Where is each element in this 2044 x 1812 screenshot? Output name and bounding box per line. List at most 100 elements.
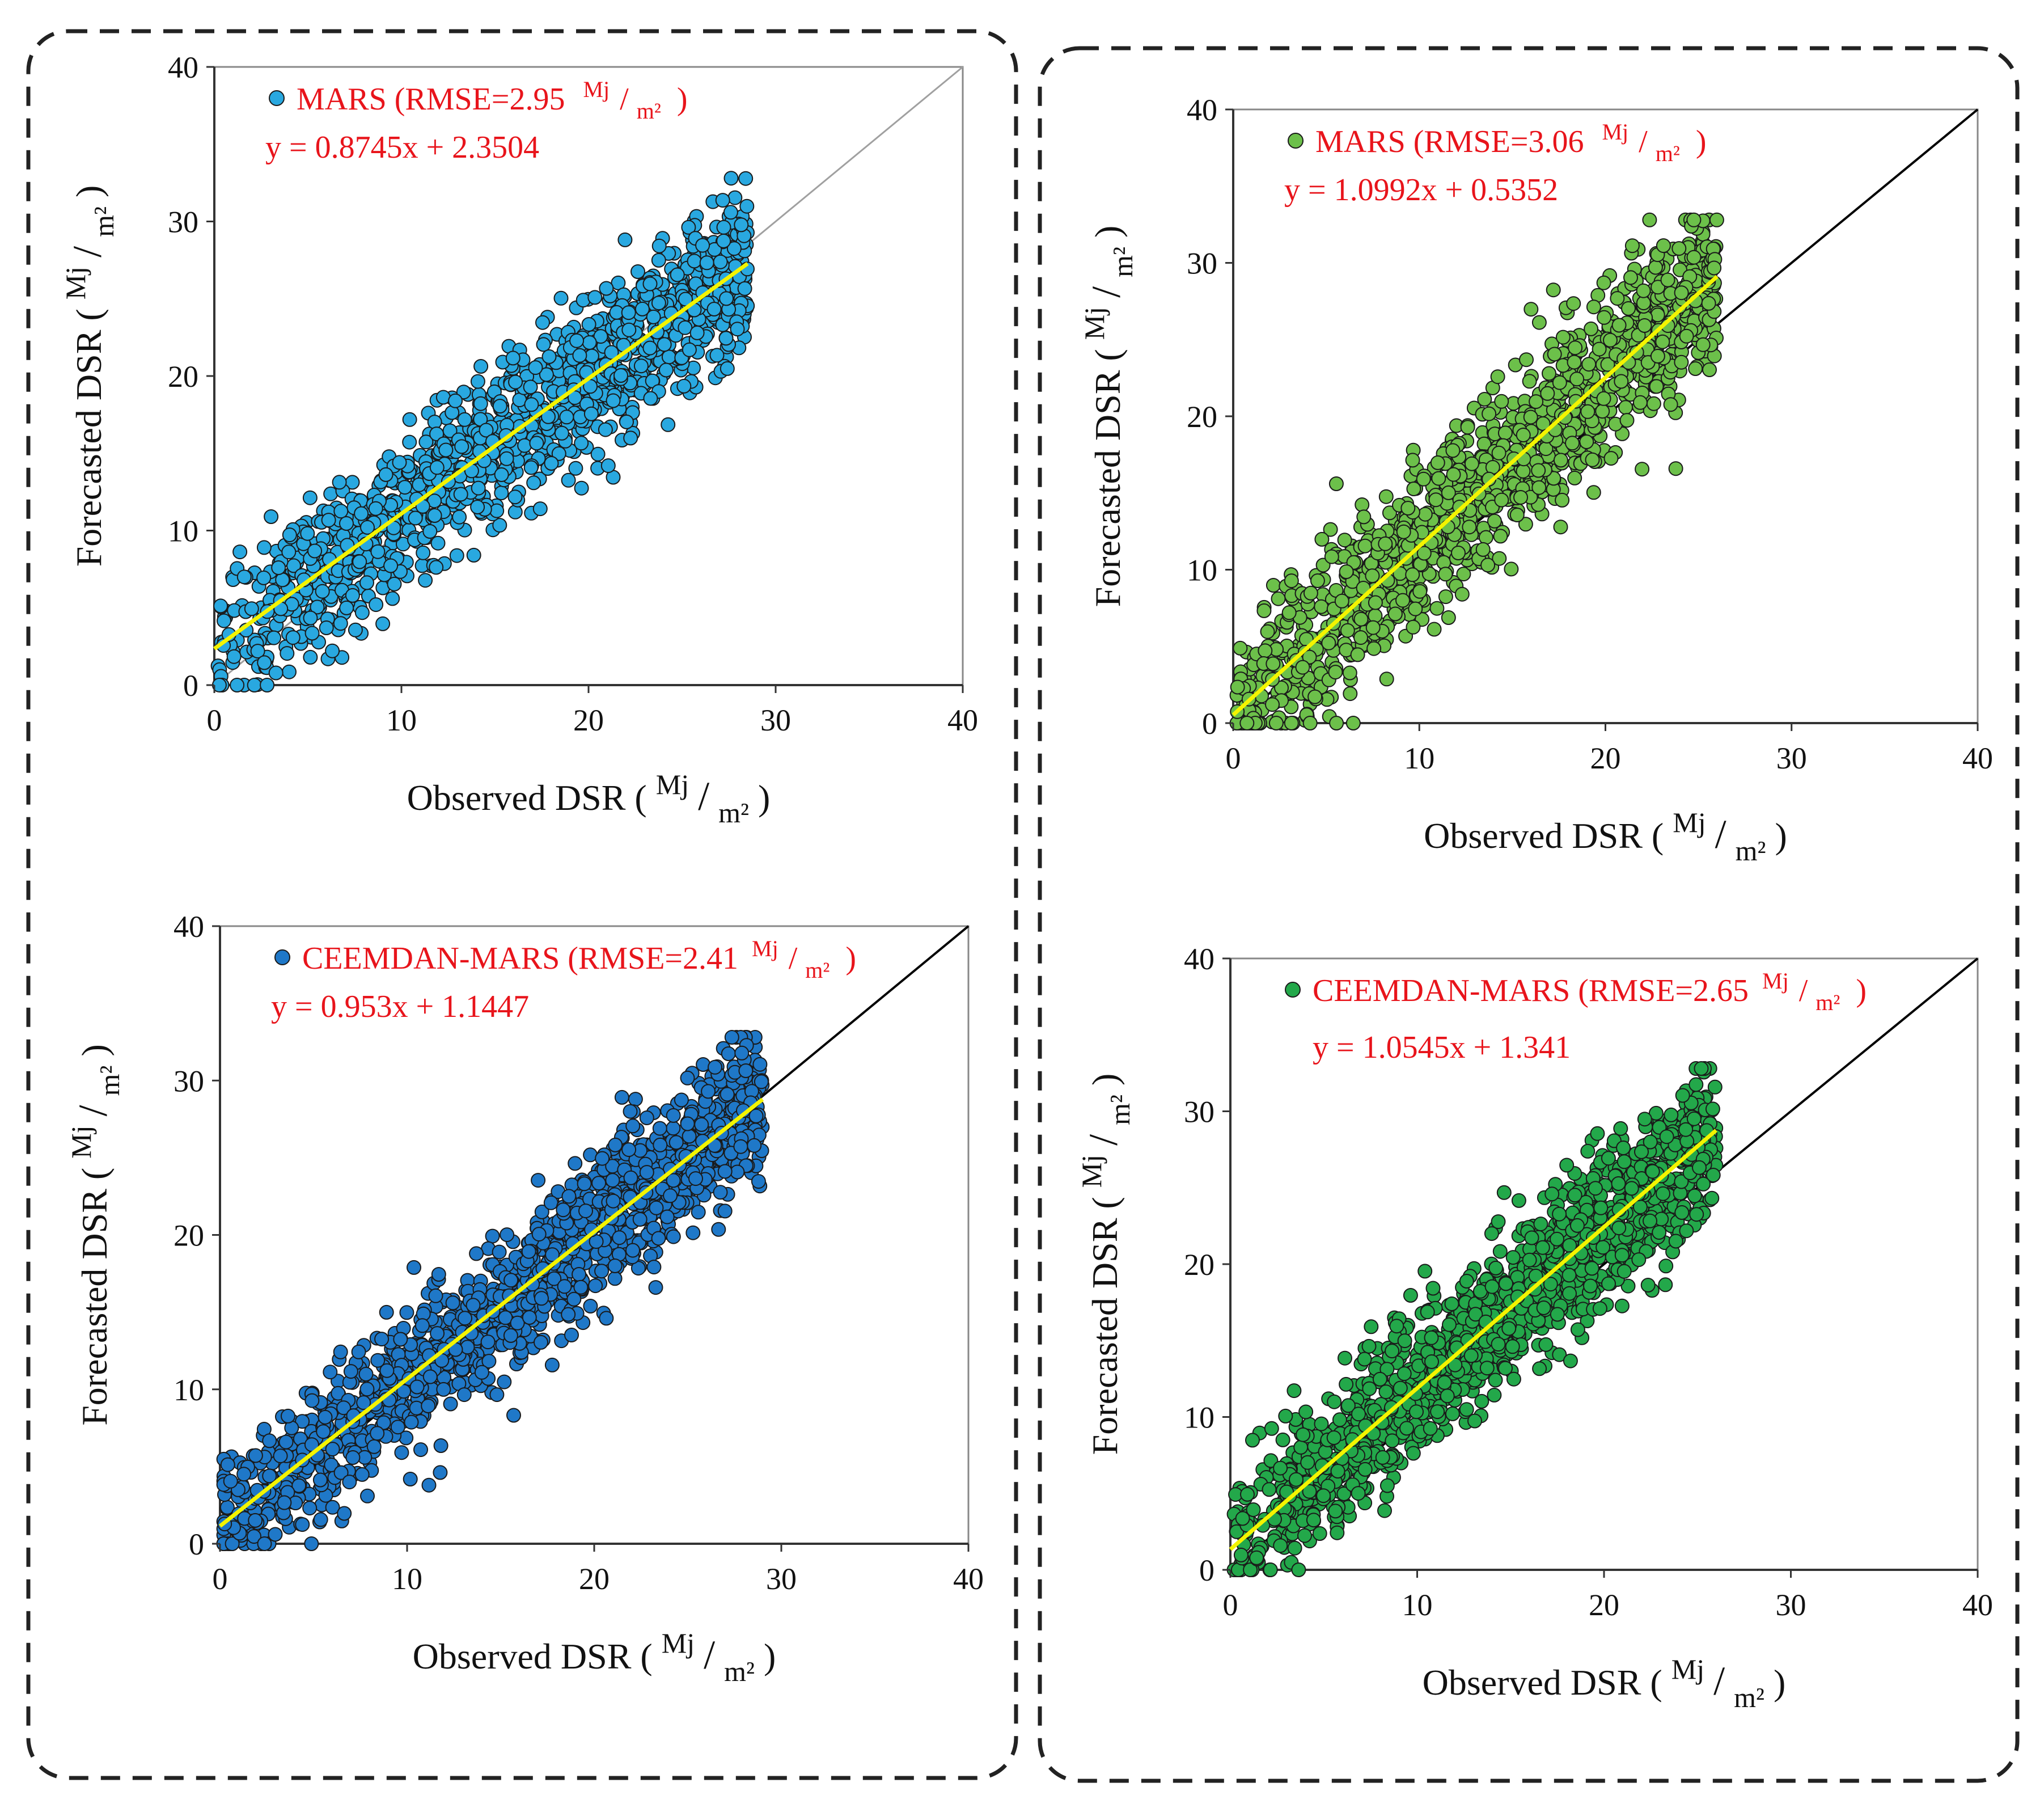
scatter-point: [1493, 529, 1507, 543]
scatter-point: [714, 1185, 727, 1199]
legend-unit-den: m²: [637, 98, 661, 124]
scatter-point: [386, 592, 399, 605]
scatter-point: [622, 323, 636, 337]
scatter-point: [1581, 405, 1594, 419]
scatter-point: [472, 481, 485, 495]
scatter-point: [286, 631, 300, 644]
scatter-point: [1587, 485, 1601, 499]
scatter-point: [274, 1449, 287, 1463]
scatter-point: [740, 200, 754, 213]
scatter-point: [245, 602, 259, 615]
x-axis-close-paren: ): [1775, 816, 1787, 856]
scatter-point: [1495, 395, 1508, 408]
scatter-point: [531, 1173, 545, 1187]
scatter-point: [1687, 251, 1701, 264]
scatter-point: [1465, 457, 1479, 471]
scatter-point: [1479, 531, 1493, 544]
scatter-point: [409, 512, 422, 525]
scatter-point: [269, 666, 283, 680]
scatter-point: [1285, 716, 1298, 730]
scatter-point: [1657, 239, 1670, 252]
scatter-point: [1404, 1289, 1417, 1302]
scatter-point: [325, 644, 339, 658]
scatter-point: [731, 322, 744, 336]
scatter-point: [622, 306, 636, 319]
scatter-point: [667, 1109, 680, 1122]
scatter-point: [322, 513, 336, 527]
scatter-point: [1330, 477, 1343, 491]
scatter-point: [504, 1273, 518, 1287]
scatter-point: [1497, 1186, 1511, 1199]
scatter-point: [661, 418, 675, 432]
scatter-point: [237, 1467, 251, 1481]
scatter-point: [1603, 333, 1617, 347]
legend-rmse-label: CEEMDAN-MARS (RMSE=2.41: [302, 941, 738, 976]
scatter-point: [692, 1205, 705, 1219]
legend-unit-slash: /: [620, 82, 629, 117]
scatter-point: [490, 504, 503, 518]
scatter-point: [714, 255, 727, 269]
scatter-point: [558, 1279, 572, 1293]
scatter-point: [407, 1261, 421, 1274]
scatter-point: [688, 254, 701, 268]
scatter-point: [493, 1245, 506, 1259]
scatter-point: [701, 1084, 715, 1098]
scatter-point: [695, 1118, 708, 1131]
scatter-point: [724, 205, 738, 219]
scatter-point: [1702, 297, 1716, 310]
scatter-point: [1597, 392, 1611, 406]
scatter-point: [429, 560, 443, 574]
scatter-point: [388, 577, 401, 591]
scatter-point: [599, 423, 612, 437]
scatter-point: [1669, 462, 1683, 475]
scatter-point: [1567, 297, 1580, 310]
scatter-point: [263, 1469, 276, 1482]
scatter-point: [303, 651, 317, 664]
y-axis-close-paren: ): [74, 1044, 115, 1056]
scatter-point: [214, 599, 227, 613]
scatter-point: [1491, 370, 1505, 383]
scatter-point: [1304, 586, 1318, 600]
scatter-point: [683, 1130, 696, 1143]
legend-unit-den: m²: [1656, 141, 1680, 166]
scatter-point: [643, 341, 657, 355]
scatter-point: [430, 461, 444, 474]
scatter-point: [588, 290, 602, 304]
y-axis-paren: (: [74, 1168, 115, 1180]
scatter-point: [1553, 376, 1567, 390]
scatter-point: [316, 1425, 330, 1438]
scatter-point: [1380, 672, 1394, 686]
scatter-point: [431, 537, 445, 550]
x-axis-unit-num: Mj: [656, 768, 689, 800]
y-axis-title-text: Forecasted DSR: [1087, 370, 1128, 607]
y-axis-unit-num: Mj: [60, 267, 91, 299]
scatter-point: [555, 426, 569, 440]
scatter-point: [677, 379, 691, 393]
scatter-point: [1614, 375, 1628, 388]
scatter-point: [626, 1119, 640, 1133]
scatter-point: [1570, 372, 1584, 386]
scatter-point: [585, 407, 598, 421]
scatter-point: [1417, 472, 1431, 486]
regression-equation: y = 0.953x + 1.1447: [271, 989, 529, 1024]
scatter-point: [1680, 330, 1694, 343]
scatter-point: [1510, 508, 1524, 522]
scatter-point: [301, 527, 314, 540]
y-tick-label: 10: [173, 1373, 204, 1407]
scatter-point: [384, 559, 397, 573]
scatter-point: [595, 1152, 609, 1165]
scatter-point: [1504, 562, 1518, 576]
scatter-point: [534, 502, 547, 516]
scatter-point: [629, 1092, 642, 1106]
scatter-point: [1568, 471, 1581, 485]
scatter-point: [280, 1435, 293, 1449]
scatter-point: [739, 172, 752, 185]
scatter-point: [720, 331, 733, 345]
scatter-point: [691, 326, 704, 340]
scatter-point: [1624, 271, 1637, 284]
scatter-point: [1633, 396, 1647, 409]
scatter-point: [1368, 609, 1382, 623]
scatter-point: [493, 399, 507, 413]
scatter-point: [524, 461, 538, 475]
